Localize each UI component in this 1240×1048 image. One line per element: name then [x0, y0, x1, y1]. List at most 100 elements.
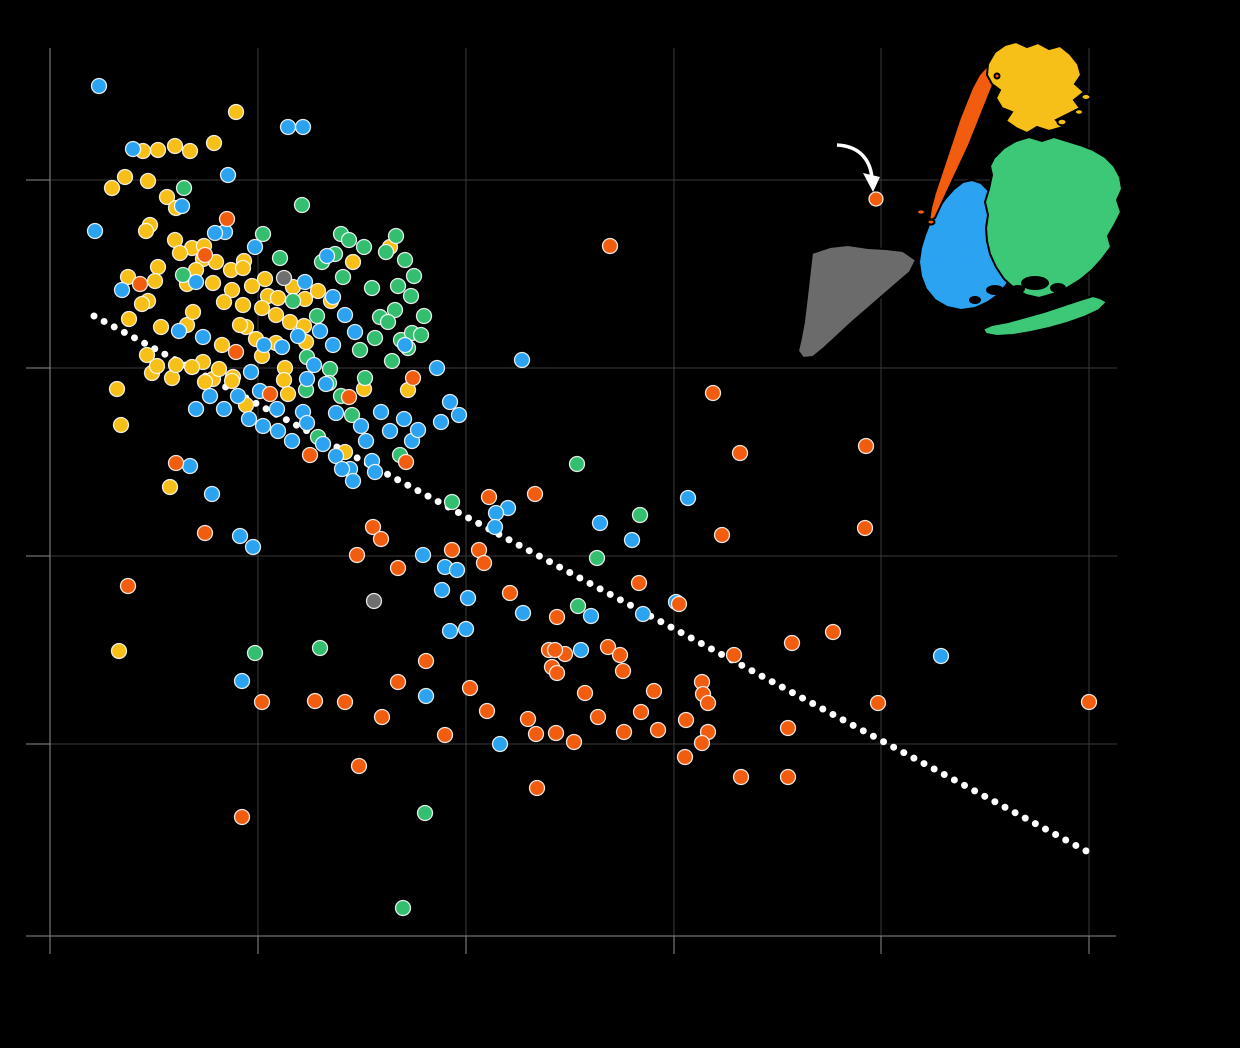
- scatter-point: [576, 684, 594, 702]
- scatter-point: [344, 472, 362, 490]
- scatter-point: [161, 478, 179, 496]
- scatter-point: [246, 238, 264, 256]
- scatter-point: [108, 380, 126, 398]
- scatter-point: [204, 274, 222, 292]
- scatter-point: [293, 196, 311, 214]
- scatter-point: [311, 639, 329, 657]
- scatter-point: [139, 172, 157, 190]
- scatter-point: [206, 224, 224, 242]
- scatter-points-layer: [86, 77, 1098, 917]
- scatter-point: [779, 768, 797, 786]
- scatter-point: [301, 446, 319, 464]
- scatter-point: [253, 299, 271, 317]
- scatter-point: [634, 605, 652, 623]
- scatter-point: [223, 281, 241, 299]
- scatter-point: [227, 343, 245, 361]
- scatter-point: [194, 328, 212, 346]
- scatter-point: [352, 417, 370, 435]
- scatter-point: [317, 375, 335, 393]
- scatter-point: [412, 326, 430, 344]
- scatter-point: [491, 735, 509, 753]
- scatter-point: [173, 197, 191, 215]
- scatter-point: [158, 188, 176, 206]
- scatter-point: [231, 316, 249, 334]
- scatter-point: [243, 277, 261, 295]
- scatter-point: [670, 595, 688, 613]
- series-brooklyn: [86, 77, 950, 753]
- scatter-point: [336, 693, 354, 711]
- scatter-point: [383, 352, 401, 370]
- scatter-point: [779, 719, 797, 737]
- scatter-point: [234, 296, 252, 314]
- map-islet: [1074, 108, 1084, 116]
- scatter-point: [351, 341, 369, 359]
- scatter-point: [340, 388, 358, 406]
- scatter-point: [246, 644, 264, 662]
- scatter-point: [856, 519, 874, 537]
- scatter-point: [183, 358, 201, 376]
- scatter-point: [405, 267, 423, 285]
- scatter-point: [261, 385, 279, 403]
- scatter-point: [436, 726, 454, 744]
- scatter-point: [242, 363, 260, 381]
- scatter-point: [344, 253, 362, 271]
- scatter-point: [148, 357, 166, 375]
- scatter-point: [124, 140, 142, 158]
- scatter-point: [90, 77, 108, 95]
- scatter-point: [373, 708, 391, 726]
- scatter-point: [86, 222, 104, 240]
- map-water-inlet: [969, 296, 981, 304]
- scatter-point: [275, 371, 293, 389]
- scatter-point: [591, 514, 609, 532]
- scatter-point: [254, 225, 272, 243]
- scatter-point: [357, 432, 375, 450]
- scatter-point: [336, 306, 354, 324]
- scatter-point: [305, 356, 323, 374]
- scatter-point: [630, 574, 648, 592]
- scatter-point: [149, 258, 167, 276]
- scatter-point: [253, 693, 271, 711]
- scatter-point: [219, 166, 237, 184]
- scatter-point: [167, 356, 185, 374]
- scatter-point: [294, 118, 312, 136]
- scatter-point: [415, 307, 433, 325]
- scatter-point: [614, 662, 632, 680]
- scatter-point: [409, 421, 427, 439]
- scatter-point: [857, 437, 875, 455]
- scatter-point: [704, 384, 722, 402]
- scatter-point: [268, 400, 286, 418]
- scatter-point: [234, 259, 252, 277]
- scatter-point: [356, 369, 374, 387]
- map-islet: [926, 218, 936, 226]
- axes: [26, 48, 1116, 954]
- scatter-point: [119, 577, 137, 595]
- scatter-point: [713, 526, 731, 544]
- map-borough-queens-rockaway: [981, 294, 1109, 338]
- scatter-point: [365, 592, 383, 610]
- scatter-point: [379, 313, 397, 331]
- scatter-point: [269, 422, 287, 440]
- scatter-point: [404, 369, 422, 387]
- scatter-point: [333, 460, 351, 478]
- scatter-point: [526, 485, 544, 503]
- scatter-point: [364, 518, 382, 536]
- scatter-point: [271, 249, 289, 267]
- scatter-point: [181, 457, 199, 475]
- scatter-point: [548, 664, 566, 682]
- scatter-point: [645, 682, 663, 700]
- scatter-point: [149, 141, 167, 159]
- scatter-point: [582, 607, 600, 625]
- scatter-point: [783, 634, 801, 652]
- scatter-point: [284, 292, 302, 310]
- scatter-point: [321, 360, 339, 378]
- scatter-point: [350, 757, 368, 775]
- scatter-point: [414, 546, 432, 564]
- scatter-point: [677, 711, 695, 729]
- scatter-point: [255, 336, 273, 354]
- map-islet-marble-hill: [993, 72, 1001, 80]
- scatter-point: [396, 336, 414, 354]
- scatter-point: [298, 370, 316, 388]
- scatter-point: [112, 416, 130, 434]
- scatter-point: [589, 708, 607, 726]
